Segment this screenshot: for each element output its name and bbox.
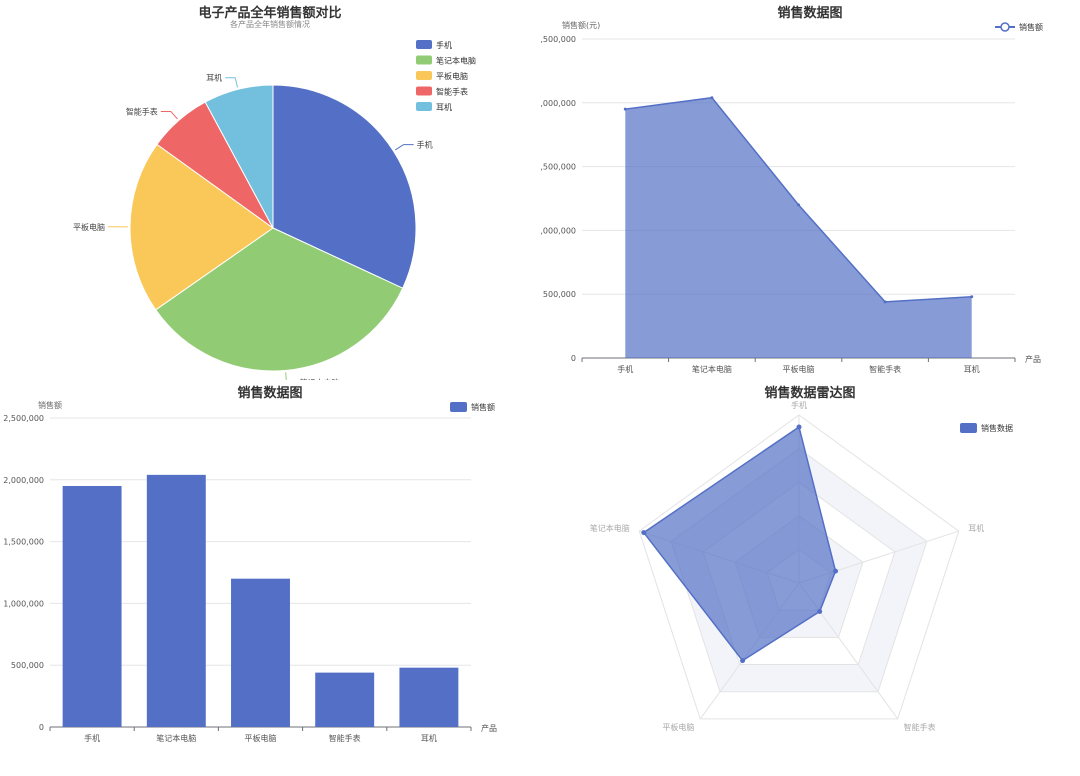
radar-data-point xyxy=(796,424,802,430)
y-tick-label: 1,500,000 xyxy=(540,163,576,172)
pie-slice xyxy=(204,84,274,229)
y-tick-label: 1,000,000 xyxy=(3,599,44,608)
pie-slice-label: 耳机 xyxy=(206,73,222,83)
data-point xyxy=(623,107,627,111)
radar-indicator-label: 平板电脑 xyxy=(662,722,694,732)
x-tick-label: 笔记本电脑 xyxy=(692,364,732,374)
x-tick-label: 智能手表 xyxy=(329,733,361,743)
bar xyxy=(62,485,122,727)
pie-chart-title: 电子产品全年销售额对比 xyxy=(198,6,342,21)
data-point xyxy=(710,96,714,100)
area-chart-title: 销售数据图 xyxy=(777,6,843,21)
x-tick-label: 手机 xyxy=(617,364,633,374)
bar xyxy=(399,667,459,727)
y-tick-label: 2,000,000 xyxy=(540,99,576,108)
legend-label: 销售数据 xyxy=(981,423,1013,433)
pie-label-line xyxy=(285,372,287,380)
y-axis-title: 销售额 xyxy=(38,400,62,410)
legend-swatch xyxy=(416,40,432,49)
pie-chart-panel: 电子产品全年销售额对比 各产品全年销售额情况 手机笔记本电脑平板电脑智能手表耳机… xyxy=(0,0,540,380)
y-tick-label: 0 xyxy=(571,354,576,363)
legend-label: 笔记本电脑 xyxy=(436,56,476,66)
pie-slice-label: 笔记本电脑 xyxy=(300,377,340,380)
y-tick-label: 1,500,000 xyxy=(3,538,44,547)
pie-slice-label: 平板电脑 xyxy=(73,222,105,232)
y-axis-title: 销售额(元) xyxy=(562,20,600,30)
pie-slice-label: 手机 xyxy=(417,140,433,150)
pie-chart-svg: 手机笔记本电脑平板电脑智能手表耳机手机笔记本电脑平板电脑智能手表耳机 xyxy=(73,40,476,380)
pie-slice xyxy=(155,227,404,372)
radar-data-point xyxy=(740,658,746,664)
radar-indicator-label: 耳机 xyxy=(968,523,984,533)
x-tick-label: 笔记本电脑 xyxy=(156,733,196,743)
y-tick-label: 2,500,000 xyxy=(540,35,576,44)
x-tick-label: 平板电脑 xyxy=(783,364,815,374)
legend-label: 销售额 xyxy=(471,402,495,412)
radar-indicator-label: 手机 xyxy=(791,400,807,410)
x-tick-label: 平板电脑 xyxy=(245,733,277,743)
pie-chart-subtitle: 各产品全年销售额情况 xyxy=(230,20,310,29)
legend-swatch xyxy=(416,71,432,80)
radar-series-area xyxy=(642,425,837,662)
bar-chart-svg: 0 500,000 1,000,000 1,500,000 2,000,000 2,500… xyxy=(3,400,497,743)
legend-swatch xyxy=(450,402,467,412)
bar-chart-panel: 销售数据图 0 500,000 1,000,000 1,500,000 2,000,00… xyxy=(0,380,540,776)
legend-marker xyxy=(1000,22,1010,32)
y-tick-label: 0 xyxy=(39,723,44,732)
x-tick-label: 手机 xyxy=(84,733,100,743)
data-point xyxy=(883,300,887,304)
x-tick-label: 耳机 xyxy=(964,364,980,374)
data-point xyxy=(797,203,800,207)
legend-label: 销售额 xyxy=(1019,22,1043,32)
radar-data-point xyxy=(641,530,647,536)
x-axis-title: 产品 xyxy=(481,723,497,733)
area-fill xyxy=(625,97,972,359)
radar-data-point xyxy=(833,568,839,574)
y-tick-label: 500,000 xyxy=(543,290,576,299)
y-tick-label: 2,000,000 xyxy=(3,476,44,485)
legend-label: 智能手表 xyxy=(436,87,468,97)
pie-label-line xyxy=(160,110,178,120)
pie-slice-label: 智能手表 xyxy=(126,106,158,116)
legend-swatch xyxy=(416,102,432,111)
bar xyxy=(146,474,206,727)
bar-chart-title: 销售数据图 xyxy=(237,386,303,401)
data-point xyxy=(970,295,974,299)
legend-swatch xyxy=(416,86,432,96)
bar xyxy=(315,672,375,727)
radar-chart-title: 销售数据雷达图 xyxy=(764,386,856,401)
legend-swatch xyxy=(960,423,977,433)
pie-label-line xyxy=(225,77,239,88)
radar-data-point xyxy=(817,608,823,614)
x-axis-title: 产品 xyxy=(1025,354,1041,364)
legend-label: 耳机 xyxy=(436,102,452,112)
area-chart-svg: 0 500,000 1,000,000 1,500,000 2,000,000 2,500… xyxy=(540,20,1043,374)
legend-swatch xyxy=(416,55,432,65)
y-tick-label: 1,000,000 xyxy=(540,226,576,235)
legend-label: 手机 xyxy=(436,40,452,50)
x-tick-label: 耳机 xyxy=(421,733,437,743)
bar xyxy=(231,578,290,727)
radar-chart-panel: 销售数据雷达图 手机耳机智能手表 平板电脑 笔记本电脑 销售数据 xyxy=(540,380,1080,776)
y-tick-label: 2,500,000 xyxy=(3,414,44,423)
radar-indicator-label: 智能手表 xyxy=(904,722,936,732)
legend-label: 平板电脑 xyxy=(436,71,468,81)
radar-indicator-label: 笔记本电脑 xyxy=(590,523,630,533)
y-tick-label: 500,000 xyxy=(11,661,44,670)
pie-slice xyxy=(129,143,274,311)
area-chart-panel: 销售数据图 0 500,000 1,000,000 1,500,000 2,000,00… xyxy=(540,0,1080,380)
pie-slice xyxy=(272,84,417,289)
pie-label-line xyxy=(394,144,414,151)
x-tick-label: 智能手表 xyxy=(869,364,901,374)
